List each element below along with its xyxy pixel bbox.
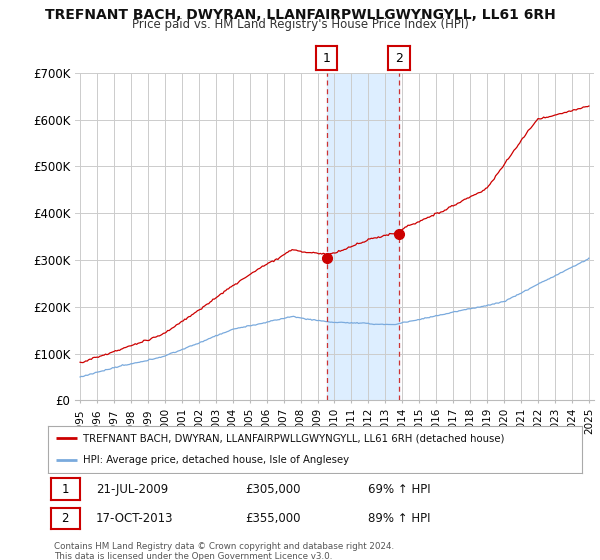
Text: 1: 1 bbox=[323, 52, 331, 65]
Text: TREFNANT BACH, DWYRAN, LLANFAIRPWLLGWYNGYLL, LL61 6RH: TREFNANT BACH, DWYRAN, LLANFAIRPWLLGWYNG… bbox=[44, 8, 556, 22]
Text: £355,000: £355,000 bbox=[245, 512, 301, 525]
Text: 69% ↑ HPI: 69% ↑ HPI bbox=[368, 483, 431, 496]
Text: TREFNANT BACH, DWYRAN, LLANFAIRPWLLGWYNGYLL, LL61 6RH (detached house): TREFNANT BACH, DWYRAN, LLANFAIRPWLLGWYNG… bbox=[83, 433, 504, 444]
Text: Contains HM Land Registry data © Crown copyright and database right 2024.
This d: Contains HM Land Registry data © Crown c… bbox=[54, 542, 394, 560]
Text: HPI: Average price, detached house, Isle of Anglesey: HPI: Average price, detached house, Isle… bbox=[83, 455, 349, 465]
Bar bbox=[326, 73, 399, 400]
Text: 89% ↑ HPI: 89% ↑ HPI bbox=[368, 512, 431, 525]
Text: 2: 2 bbox=[395, 52, 403, 65]
Text: 17-OCT-2013: 17-OCT-2013 bbox=[96, 512, 173, 525]
Text: £305,000: £305,000 bbox=[245, 483, 301, 496]
Text: 21-JUL-2009: 21-JUL-2009 bbox=[96, 483, 169, 496]
Text: Price paid vs. HM Land Registry's House Price Index (HPI): Price paid vs. HM Land Registry's House … bbox=[131, 18, 469, 31]
